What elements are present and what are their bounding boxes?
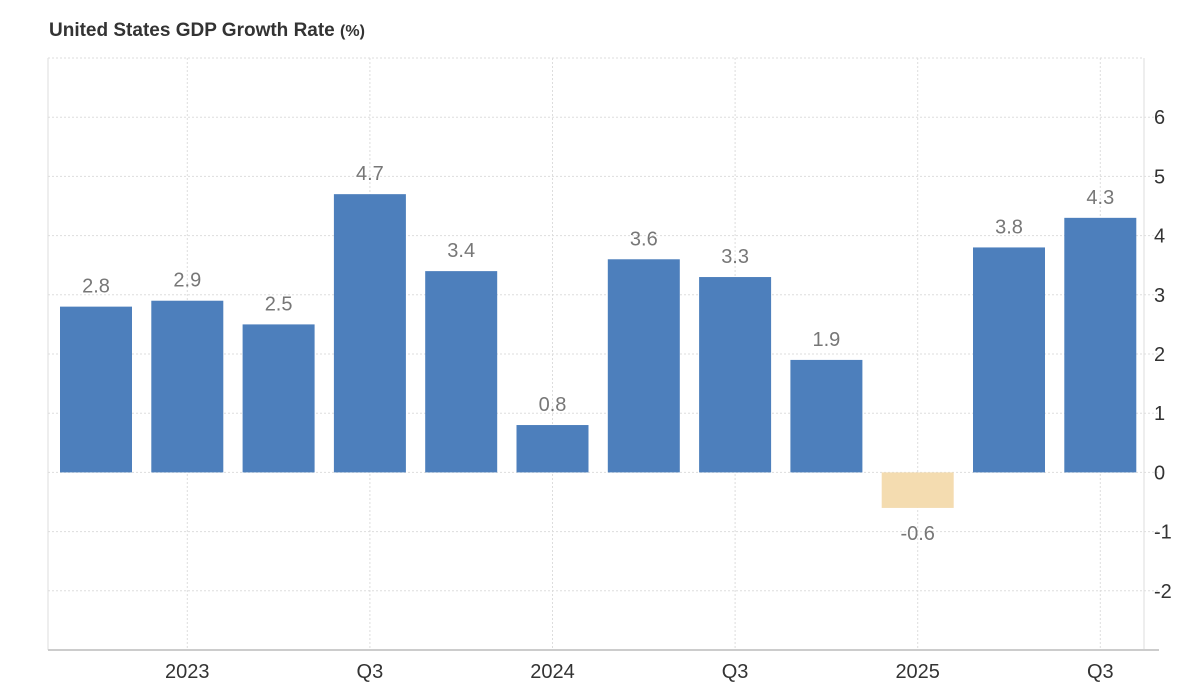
bar <box>973 247 1045 473</box>
chart-title-text: United States GDP Growth Rate <box>49 20 335 41</box>
y-tick-label: 3 <box>1154 285 1165 307</box>
bar <box>242 324 315 473</box>
data-label: 3.3 <box>721 246 749 268</box>
data-label: 3.6 <box>630 228 658 250</box>
bar <box>425 271 498 473</box>
bar <box>699 277 772 473</box>
data-label: -0.6 <box>900 523 934 545</box>
bar <box>333 194 406 473</box>
bar <box>516 425 589 473</box>
bar <box>60 306 132 473</box>
bar <box>607 259 680 473</box>
data-label: 0.8 <box>539 394 567 416</box>
data-label: 2.9 <box>173 270 201 292</box>
bar <box>151 300 224 473</box>
data-label: 2.8 <box>82 276 110 298</box>
y-tick-label: 1 <box>1154 403 1165 425</box>
data-label: 1.9 <box>812 329 840 351</box>
y-tick-label: 5 <box>1154 166 1165 188</box>
x-tick-label: Q3 <box>1087 661 1114 683</box>
y-tick-label: -2 <box>1154 581 1172 603</box>
y-tick-label: 0 <box>1154 462 1165 484</box>
bar <box>790 359 863 473</box>
bar <box>881 472 954 508</box>
x-tick-label: Q3 <box>722 661 749 683</box>
bar <box>1064 217 1137 473</box>
data-label: 4.3 <box>1086 187 1114 209</box>
chart-title: United States GDP Growth Rate (%) <box>49 20 365 42</box>
y-tick-label: 4 <box>1154 226 1165 248</box>
data-label: 2.5 <box>265 293 293 315</box>
x-tick-label: 2023 <box>165 661 210 683</box>
y-tick-label: 6 <box>1154 107 1165 129</box>
data-label: 4.7 <box>356 163 384 185</box>
y-tick-label: 2 <box>1154 344 1165 366</box>
x-tick-label: Q3 <box>357 661 384 683</box>
x-tick-label: 2025 <box>895 661 940 683</box>
chart-unit: (%) <box>340 23 365 40</box>
y-tick-label: -1 <box>1154 522 1172 544</box>
x-tick-label: 2024 <box>530 661 575 683</box>
data-label: 3.4 <box>447 240 475 262</box>
data-label: 3.8 <box>995 216 1023 238</box>
